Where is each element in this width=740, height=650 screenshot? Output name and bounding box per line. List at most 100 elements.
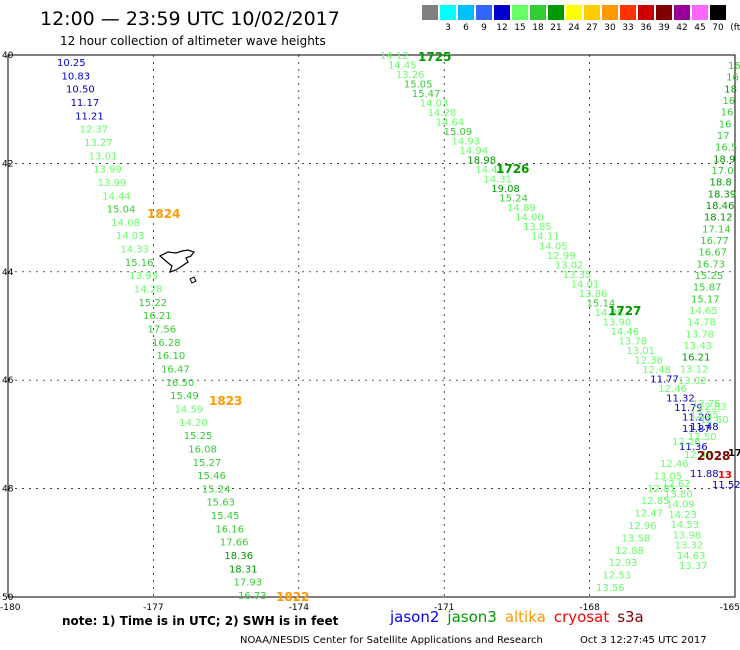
cluster-swh-label: 12.50 (688, 432, 717, 443)
altika-swh-label: 16.50 (166, 378, 195, 389)
altika-swh-label: 15.04 (107, 205, 136, 216)
right-track-swh-label: 16.67 (698, 248, 727, 259)
right-track-swh-label: 16 (721, 108, 734, 119)
color-swatch-label: 3 (445, 23, 451, 33)
islet-outline (189, 276, 197, 284)
legend-item-cryosat: cryosat (553, 608, 610, 626)
color-swatch-label: 21 (550, 23, 562, 33)
right-track-swh-label: 16 (726, 73, 739, 84)
right-track-swh-label: 16. (728, 61, 740, 72)
jason3-swh-label: 11.20 (682, 412, 711, 423)
jason2-swh-label: 12.88 (615, 546, 644, 557)
cryosat-swh-label: 13.32 (675, 541, 704, 552)
cryosat-swh-label: 13.37 (679, 561, 708, 572)
altika-swh-label: 16.47 (161, 364, 190, 375)
color-swatch (476, 5, 492, 20)
altika-swh-label: 10.50 (66, 85, 95, 96)
color-swatch-label: 39 (658, 23, 670, 33)
altika-swh-label: 15.22 (138, 298, 167, 309)
jason3-swh-label: 14.64 (436, 118, 465, 129)
right-track-swh-label: 18.39 (708, 189, 737, 200)
altika-swh-label: 15.46 (197, 471, 226, 482)
longitude-label: -165 (720, 603, 740, 613)
altika-swh-label: 14.03 (116, 231, 145, 242)
jason3-swh-label: 13.86 (579, 289, 608, 300)
map-frame (7, 54, 736, 598)
jason3-swh-label: 14.01 (571, 279, 600, 290)
color-swatch-label: 6 (463, 23, 469, 33)
pass-id-label: 1822 (276, 590, 309, 604)
right-track-swh-label: 18 (724, 84, 737, 95)
longitude-label: -177 (143, 603, 163, 613)
altika-swh-label: 18.31 (229, 564, 258, 575)
jason3-swh-label: 12.38 (634, 355, 663, 366)
jason2-swh-label: 12.53 (602, 571, 631, 582)
right-track-swh-label: 18.46 (706, 201, 735, 212)
pass-id-label: 1824 (147, 207, 180, 221)
color-swatch (512, 5, 528, 20)
right-track-swh-label: 15.87 (693, 283, 722, 294)
altika-swh-label: 16.28 (152, 338, 181, 349)
edge-swh-label: 17 (728, 448, 740, 459)
right-track-swh-label: 14.78 (687, 318, 716, 329)
jason3-swh-label: 11.32 (666, 393, 695, 404)
color-swatch (548, 5, 564, 20)
pass-id-label: 1725 (418, 50, 451, 64)
cluster-swh-label: 11.87 (682, 424, 711, 435)
cryosat-swh-label: 13.98 (673, 530, 702, 541)
legend-item-altika: altika (504, 608, 546, 626)
cluster-swh-label: 12.83 (698, 402, 727, 413)
pass-id-label: 1726 (496, 162, 529, 176)
altika-swh-label: 15.24 (202, 484, 231, 495)
altika-swh-label: 14.44 (102, 191, 131, 202)
color-swatch-label: 33 (622, 23, 634, 33)
altika-swh-label: 17.56 (148, 325, 177, 336)
longitude-label: -168 (579, 603, 600, 613)
footer-note: note: 1) Time is in UTC; 2) SWH is in fe… (62, 614, 339, 628)
right-track-swh-label: 17.0 (711, 166, 733, 177)
right-track-swh-label: 13.12 (680, 364, 709, 375)
right-track-swh-label: 16.77 (700, 236, 729, 247)
right-track-swh-label: 16 (719, 119, 732, 130)
legend-item-s3a: s3a (617, 608, 644, 626)
altika-swh-label: 16.16 (215, 524, 244, 535)
color-swatch (692, 5, 708, 20)
jason3-swh-label: 19.08 (491, 184, 520, 195)
cluster-swh-label: 11.88 (690, 469, 719, 480)
altika-swh-label: 17.93 (233, 578, 262, 589)
color-swatch (710, 5, 726, 20)
legend-item-jason3: jason3 (447, 608, 497, 626)
cluster-swh-label: 12.47 (684, 450, 713, 461)
altika-swh-label: 13.27 (84, 138, 113, 149)
jason2-swh-label: 12.46 (660, 459, 689, 470)
altika-swh-label: 18.36 (224, 551, 253, 562)
map-subtitle: 12 hour collection of altimeter wave hei… (60, 34, 326, 48)
cryosat-swh-label: 14.23 (668, 510, 697, 521)
color-swatch (584, 5, 600, 20)
map-title: 12:00 — 23:59 UTC 10/02/2017 (40, 8, 340, 30)
altika-swh-label: 13.01 (89, 151, 118, 162)
cryosat-swh-label: 12.62 (662, 479, 691, 490)
island-outline (158, 249, 195, 273)
longitude-label: -174 (289, 603, 310, 613)
altika-swh-label: 16.10 (157, 351, 186, 362)
cluster-swh-label: 12.55 (690, 410, 719, 421)
pass-id-label: 1727 (608, 304, 641, 318)
right-track-swh-label: 16.73 (697, 259, 726, 270)
jason2-swh-label: 12.85 (641, 496, 670, 507)
altika-swh-label: 15.25 (184, 431, 213, 442)
altika-swh-label: 12.37 (80, 125, 109, 136)
color-swatch (566, 5, 582, 20)
jason2-swh-label: 13.56 (596, 583, 625, 594)
altika-swh-label: 15.27 (193, 458, 222, 469)
right-track-swh-label: 13.43 (684, 341, 713, 352)
jason3-swh-label: 14.45 (475, 165, 504, 176)
right-track-swh-label: 17 (717, 131, 730, 142)
jason2-swh-label: 12.93 (609, 558, 638, 569)
jason2-swh-label: 12.81 (647, 484, 676, 495)
color-swatch-label: 24 (568, 23, 580, 33)
jason3-swh-label: 13.78 (618, 336, 647, 347)
color-swatch (458, 5, 474, 20)
altika-swh-label: 17.66 (220, 538, 249, 549)
right-track-swh-label: 15.25 (695, 271, 724, 282)
